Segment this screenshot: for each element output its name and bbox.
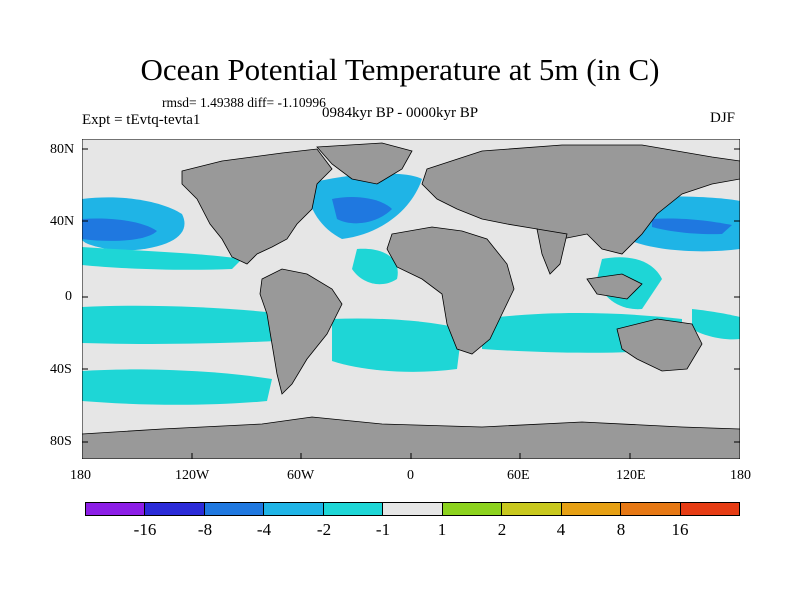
lon-tick-0: 0 [407, 468, 414, 483]
colorbar-box [383, 503, 443, 515]
lat-tick-80s: 80S [50, 434, 72, 449]
lon-tick-120e: 120E [616, 468, 646, 483]
land-north-america [181, 148, 333, 265]
colorbar-box [264, 503, 324, 515]
lat-tick-40n: 40N [50, 214, 75, 229]
lat-tick-80n: 80N [50, 142, 75, 157]
anomaly-tropical-pac-s [82, 305, 322, 344]
colorbar-box [561, 503, 622, 515]
land-eurasia [421, 144, 740, 255]
axis-ticks [82, 148, 740, 459]
anomaly-fields [82, 173, 740, 405]
colorbar-box [680, 503, 739, 515]
land-africa [386, 226, 515, 355]
land-south-america [259, 268, 343, 395]
anomaly-south-atlantic [332, 318, 462, 372]
experiment-label: Expt = tEvtq-tevta1 [82, 112, 201, 128]
anomaly-sw-pacific [692, 309, 740, 340]
colorbar-box [621, 503, 681, 515]
colorbar-label: 4 [556, 520, 566, 539]
lon-tick-60e: 60E [507, 468, 530, 483]
colorbar-label: -4 [256, 520, 272, 539]
land-australia [616, 318, 703, 372]
season-label: DJF [710, 110, 736, 126]
lon-tick-60w: 60W [287, 468, 315, 483]
plot-title: Ocean Potential Temperature at 5m (in C) [140, 52, 660, 87]
colorbar-label: -1 [375, 520, 391, 539]
lon-tick-180e: 180 [730, 468, 751, 483]
colorbar-box [323, 503, 384, 515]
land-india [536, 228, 568, 275]
colorbar-box [502, 503, 562, 515]
anomaly-npac-core [82, 218, 157, 241]
colorbar-box [204, 503, 265, 515]
lat-tick-40s: 40S [50, 362, 72, 377]
colorbar-label: 8 [616, 520, 626, 539]
colorbar [85, 502, 740, 516]
map-panel [82, 139, 740, 459]
lon-tick-120w: 120W [175, 468, 210, 483]
colorbar-label: 2 [497, 520, 507, 539]
anomaly-tropical-pac-n [82, 247, 242, 270]
anomaly-trop-atlantic [352, 248, 398, 285]
colorbar-label: -8 [197, 520, 213, 539]
colorbar-label: -2 [316, 520, 332, 539]
anomaly-south-pac [82, 369, 272, 405]
period-label: 0984kyr BP - 0000kyr BP [322, 105, 479, 121]
colorbar-box [442, 503, 503, 515]
land-antarctica [82, 416, 740, 459]
lat-tick-0: 0 [65, 289, 72, 304]
land-masses [82, 142, 740, 459]
rmsd-diff-stats: rmsd= 1.49388 diff= -1.10996 [162, 95, 326, 110]
anomaly-kuroshio-core [652, 218, 732, 235]
land-indonesia [586, 273, 643, 300]
colorbar-label: 1 [437, 520, 447, 539]
colorbar-box [145, 503, 205, 515]
colorbar-box [86, 503, 146, 515]
colorbar-label: -16 [133, 520, 157, 539]
land-greenland [316, 142, 413, 185]
anomaly-north-atlantic-core [332, 197, 392, 224]
lon-tick-180w: 180 [70, 468, 91, 483]
colorbar-label: 16 [671, 520, 689, 539]
